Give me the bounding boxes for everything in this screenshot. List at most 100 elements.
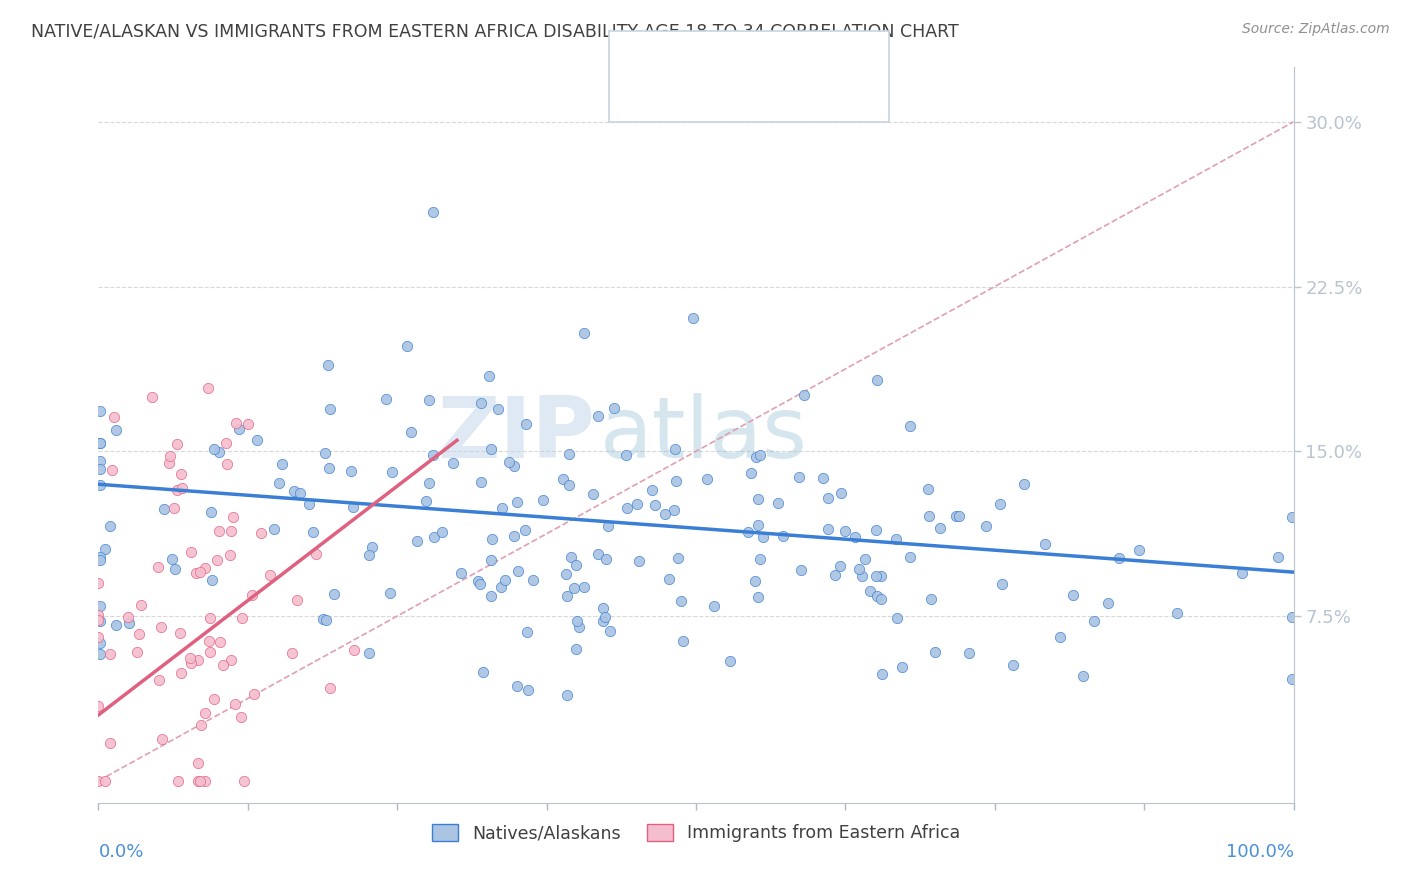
Point [246,433,269,447]
Point [89,478,111,492]
Point [288,486,311,500]
Point [506,679,529,693]
Point [567,615,589,629]
Point [844,530,866,544]
Point [522,573,544,587]
Point [565,558,588,572]
Point [747,517,769,532]
Point [406,534,429,549]
Point [626,497,648,511]
Point [198,633,221,648]
Point [1062,589,1084,603]
Point [568,620,591,634]
Point [627,554,650,568]
Point [866,589,889,603]
Point [491,581,513,595]
Point [834,524,856,538]
Point [1281,509,1303,524]
Text: 0.294: 0.294 [714,87,776,106]
Point [208,445,231,459]
Point [886,532,908,546]
Point [188,773,211,788]
Point [89,647,111,661]
Point [865,569,887,583]
Point [477,368,499,383]
Point [271,457,294,471]
Point [1033,536,1056,550]
Point [768,496,790,510]
Point [378,586,401,600]
Point [479,442,502,457]
Point [555,566,578,581]
Point [150,732,173,747]
Point [87,698,110,713]
FancyBboxPatch shape [623,43,651,70]
Point [236,417,259,431]
Text: R =: R = [662,87,700,106]
Point [744,574,766,589]
Point [323,587,346,601]
Point [219,524,242,538]
Point [167,773,190,788]
Point [830,558,852,573]
Point [470,396,492,410]
Point [790,563,813,577]
Point [787,469,810,483]
Point [188,565,211,579]
Point [503,529,526,543]
Text: Source: ZipAtlas.com: Source: ZipAtlas.com [1241,22,1389,37]
Point [98,736,121,750]
Point [654,507,676,521]
Point [166,437,188,451]
Point [360,541,382,555]
Point [89,614,111,628]
Point [415,494,437,508]
Point [202,442,225,456]
Point [565,642,588,657]
Point [595,609,617,624]
Point [249,525,271,540]
FancyBboxPatch shape [623,83,651,111]
Point [200,505,222,519]
Point [200,611,222,625]
Point [98,647,121,661]
Point [202,692,225,706]
Point [1281,672,1303,686]
Point [87,630,110,644]
Point [219,549,242,563]
Point [555,589,578,603]
Point [665,474,688,488]
Point [422,448,444,462]
Point [441,457,464,471]
Point [179,651,201,665]
Point [703,599,725,614]
Point [900,549,922,564]
Point [745,450,768,465]
Point [1128,542,1150,557]
Point [187,653,209,667]
Point [817,491,839,505]
Point [891,659,914,673]
Point [89,636,111,650]
Point [221,653,243,667]
Point [208,524,231,538]
Legend: Natives/Alaskans, Immigrants from Eastern Africa: Natives/Alaskans, Immigrants from Easter… [425,817,967,849]
Point [498,455,520,469]
Point [89,436,111,450]
Point [1083,614,1105,628]
Point [172,481,194,495]
Point [422,204,444,219]
Point [811,471,834,485]
Point [283,483,305,498]
Point [215,436,238,450]
Point [557,477,579,491]
Point [945,509,967,524]
Point [285,593,308,607]
Point [470,475,492,490]
Text: N =: N = [775,47,814,66]
Point [1097,596,1119,610]
Point [298,497,321,511]
Point [668,551,690,566]
Point [855,552,877,566]
Point [152,501,174,516]
